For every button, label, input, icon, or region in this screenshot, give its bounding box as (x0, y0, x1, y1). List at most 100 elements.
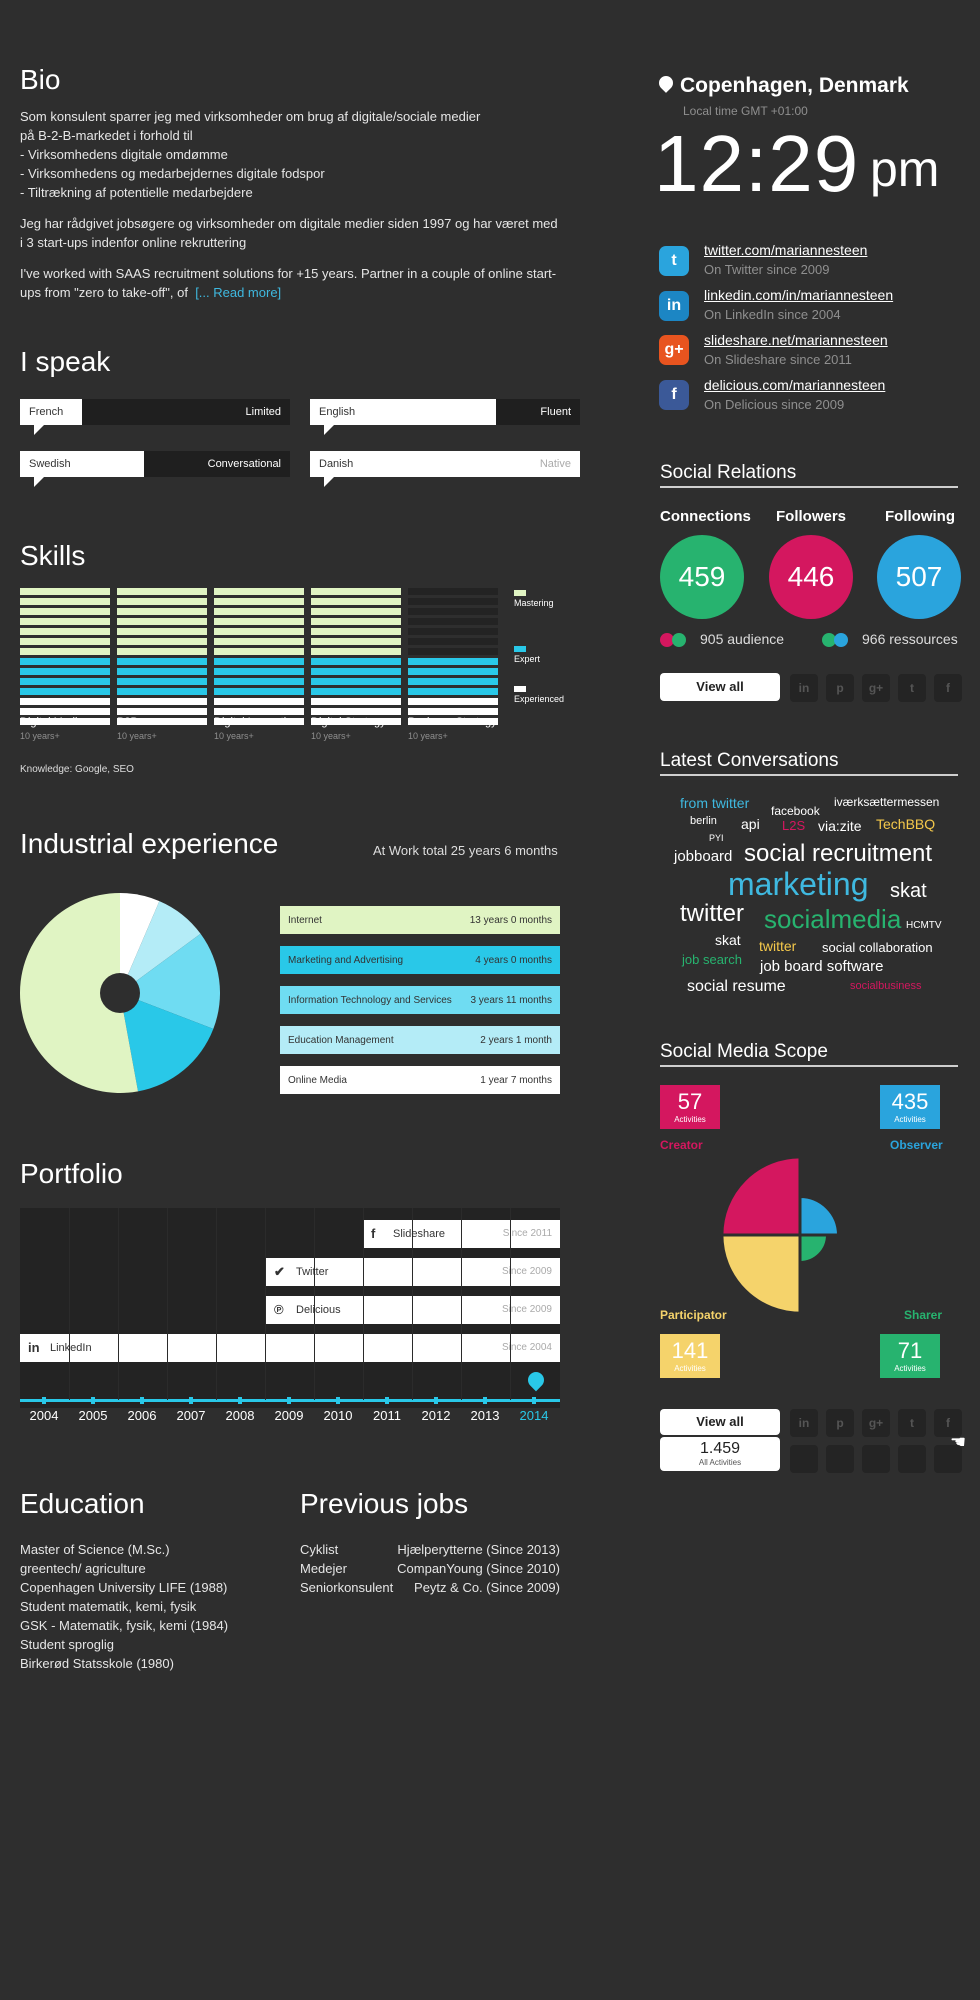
tag-cloud-word[interactable]: from twitter (680, 795, 750, 811)
tag-cloud-word[interactable]: skat (715, 932, 741, 948)
portfolio-label: LinkedIn (50, 1342, 92, 1354)
share-icon-googleplus[interactable]: g+ (862, 1409, 890, 1437)
jobs-title: Previous jobs (300, 1488, 469, 1519)
share-placeholder[interactable] (790, 1445, 818, 1473)
share-icon-facebook[interactable]: f (934, 1409, 962, 1437)
portfolio-label: Delicious (296, 1304, 341, 1316)
skill-bar-segment (311, 588, 401, 595)
tag-cloud-word[interactable]: twitter (759, 938, 797, 954)
following-circle[interactable]: 507 (877, 535, 961, 619)
linkedin-link[interactable]: linkedin.com/in/mariannesteen (704, 287, 894, 303)
pie-slice-marketing-and-advertising (120, 993, 214, 1092)
share-icon-linkedin[interactable]: in (790, 674, 818, 702)
tag-cloud-word[interactable]: api (741, 816, 760, 832)
scope-slice-sharer[interactable] (798, 1233, 830, 1265)
portfolio-item-twitter[interactable]: ✔ Twitter Since 2009 (266, 1258, 560, 1286)
share-icon-twitter[interactable]: t (898, 1409, 926, 1437)
slideshare-icon[interactable]: g+ (659, 335, 689, 365)
share-placeholder[interactable] (898, 1445, 926, 1473)
skill-bar-segment (311, 618, 401, 625)
pie-slice-online-media (120, 893, 160, 993)
observer-unit: Activities (894, 1115, 926, 1124)
share-placeholder[interactable] (826, 1445, 854, 1473)
relations-view-all-button[interactable]: View all (660, 673, 780, 701)
timeline-year: 2004 (29, 1408, 59, 1423)
skill-bar-column (117, 588, 207, 728)
pie-slice-information-technology-and-services (120, 933, 220, 1029)
tag-cloud-word[interactable]: social collaboration (822, 940, 933, 955)
skill-bar-segment (311, 638, 401, 645)
share-icon-pinterest[interactable]: p (826, 1409, 854, 1437)
delicious-icon[interactable]: f (659, 380, 689, 410)
scope-view-all-button[interactable]: View all (660, 1409, 780, 1435)
twitter-link[interactable]: twitter.com/mariannesteen (704, 242, 868, 258)
skill-bar-segment (408, 648, 498, 655)
linkedin-icon[interactable]: in (659, 291, 689, 321)
participator-count: 141 (671, 1338, 709, 1363)
following-label: Following (885, 508, 955, 525)
tag-cloud-word[interactable]: socialbusiness (850, 980, 922, 992)
industry-duration: 1 year 7 months (480, 1075, 552, 1086)
tag-cloud-word[interactable]: socialmedia (764, 904, 902, 934)
skill-bar-segment (117, 608, 207, 615)
followers-circle[interactable]: 446 (769, 535, 853, 619)
legend-expert: Expert (514, 654, 541, 664)
tag-cloud-word[interactable]: facebook (771, 804, 820, 818)
skill-bar-segment (214, 618, 304, 625)
share-icon-pinterest[interactable]: p (826, 674, 854, 702)
slideshare-link[interactable]: slideshare.net/mariannesteen (704, 332, 888, 348)
skill-bar-segment (214, 658, 304, 665)
timeline-gridline (69, 1208, 70, 1400)
skill-bar-segment (117, 588, 207, 595)
share-icon-facebook[interactable]: f (934, 674, 962, 702)
industry-name: Marketing and Advertising (288, 955, 404, 966)
share-icon-linkedin[interactable]: in (790, 1409, 818, 1437)
tag-cloud-word[interactable]: via:zite (818, 818, 862, 834)
share-icon-googleplus[interactable]: g+ (862, 674, 890, 702)
industry-duration: 13 years 0 months (469, 915, 552, 926)
tag-cloud-word[interactable]: jobboard (674, 848, 733, 865)
tag-cloud-word[interactable]: iværksættermessen (834, 795, 940, 809)
skill-bar-column (214, 588, 304, 728)
skill-bar-segment (408, 678, 498, 685)
skill-bar-segment (20, 678, 110, 685)
tag-cloud-word[interactable]: job search (682, 952, 742, 967)
tag-cloud-word[interactable]: HCMTV (906, 920, 942, 931)
portfolio-item-linkedin[interactable]: in LinkedIn Since 2004 (20, 1334, 560, 1362)
tag-cloud-word[interactable]: twitter (680, 900, 745, 927)
twitter-icon[interactable]: t (659, 246, 689, 276)
tag-cloud-word[interactable]: PYI (709, 833, 724, 843)
tag-cloud-word[interactable]: L2S (782, 818, 806, 833)
share-placeholder[interactable] (862, 1445, 890, 1473)
tag-cloud-word[interactable]: berlin (690, 815, 717, 827)
job-role: Cyklist (300, 1542, 339, 1557)
skill-bar-segment (408, 658, 498, 665)
portfolio-item-delicious[interactable]: ℗ Delicious Since 2009 (266, 1296, 560, 1324)
share-icon-twitter[interactable]: t (898, 674, 926, 702)
delicious-link[interactable]: delicious.com/mariannesteen (704, 377, 886, 393)
tag-cloud-word[interactable]: job board software (760, 958, 884, 975)
skill-name: Business Strategy (408, 716, 497, 728)
skill-bar-segment (311, 658, 401, 665)
tag-cloud-word[interactable]: skat (890, 880, 927, 902)
timeline-tick (483, 1397, 487, 1404)
scope-slice-participator[interactable] (720, 1233, 802, 1315)
tag-cloud-word[interactable]: TechBBQ (876, 816, 936, 832)
scope-slice-observer[interactable] (798, 1194, 841, 1237)
skill-bar-column (408, 588, 498, 728)
tag-cloud-word[interactable]: marketing (728, 866, 869, 902)
timeline-gridline (510, 1208, 511, 1400)
share-placeholder[interactable] (934, 1445, 962, 1473)
scope-slice-creator[interactable] (720, 1155, 802, 1237)
connections-circle[interactable]: 459 (660, 535, 744, 619)
facebook-icon: f (371, 1226, 376, 1241)
tag-cloud-word[interactable]: social resume (687, 978, 786, 995)
read-more-link[interactable]: [... Read more] (195, 285, 282, 300)
audience-dot-icon (660, 633, 674, 647)
skill-bar-segment (214, 688, 304, 695)
industry-name: Internet (288, 915, 322, 926)
skill-bar-segment (117, 638, 207, 645)
tag-cloud-word[interactable]: social recruitment (744, 840, 933, 867)
language-name: English (319, 406, 356, 418)
audience-count: 905 audience (700, 631, 785, 647)
